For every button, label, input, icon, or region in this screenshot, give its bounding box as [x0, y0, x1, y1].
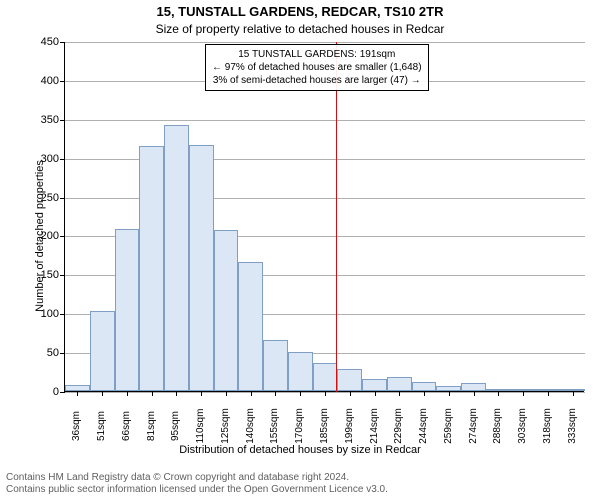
x-tick-label: 318sqm	[543, 401, 553, 451]
grid-line	[65, 120, 585, 121]
x-tick-mark	[152, 391, 153, 396]
histogram-bar	[189, 145, 214, 391]
x-tick-label: 244sqm	[419, 401, 429, 451]
info-line-3: 3% of semi-detached houses are larger (4…	[212, 74, 422, 87]
y-tick-label: 250	[25, 193, 59, 204]
y-tick-mark	[60, 314, 65, 315]
x-tick-mark	[399, 391, 400, 396]
y-tick-mark	[60, 159, 65, 160]
x-tick-mark	[449, 391, 450, 396]
grid-line	[65, 42, 585, 43]
histogram-bar	[214, 230, 239, 391]
x-tick-mark	[375, 391, 376, 396]
y-tick-label: 0	[25, 387, 59, 398]
chart-subtitle: Size of property relative to detached ho…	[0, 22, 600, 36]
property-marker-line	[336, 42, 337, 392]
y-tick-label: 400	[25, 76, 59, 87]
x-tick-mark	[201, 391, 202, 396]
x-tick-mark	[548, 391, 549, 396]
info-line-2: ← 97% of detached houses are smaller (1,…	[212, 61, 422, 74]
x-tick-label: 51sqm	[97, 401, 107, 451]
x-tick-label: 125sqm	[221, 401, 231, 451]
histogram-bar	[238, 262, 263, 391]
y-tick-mark	[60, 236, 65, 237]
footer-line-1: Contains HM Land Registry data © Crown c…	[6, 472, 388, 484]
y-tick-label: 150	[25, 270, 59, 281]
histogram-bar	[115, 229, 140, 391]
y-tick-mark	[60, 392, 65, 393]
histogram-bar	[164, 125, 189, 391]
histogram-bar	[412, 382, 437, 391]
y-tick-mark	[60, 81, 65, 82]
x-tick-label: 140sqm	[246, 401, 256, 451]
x-tick-label: 66sqm	[122, 401, 132, 451]
x-tick-mark	[127, 391, 128, 396]
x-tick-label: 170sqm	[295, 401, 305, 451]
histogram-bar	[90, 311, 115, 391]
footer-attribution: Contains HM Land Registry data © Crown c…	[6, 472, 388, 496]
x-tick-mark	[350, 391, 351, 396]
x-tick-label: 303sqm	[518, 401, 528, 451]
x-tick-label: 229sqm	[394, 401, 404, 451]
y-tick-label: 100	[25, 309, 59, 320]
x-tick-mark	[251, 391, 252, 396]
x-tick-mark	[102, 391, 103, 396]
y-tick-label: 200	[25, 231, 59, 242]
x-tick-mark	[275, 391, 276, 396]
histogram-bar	[387, 377, 412, 391]
y-tick-label: 300	[25, 154, 59, 165]
x-tick-mark	[424, 391, 425, 396]
x-tick-mark	[300, 391, 301, 396]
histogram-bar	[139, 146, 164, 391]
x-tick-label: 36sqm	[72, 401, 82, 451]
x-tick-label: 259sqm	[444, 401, 454, 451]
x-tick-label: 214sqm	[370, 401, 380, 451]
x-tick-label: 199sqm	[345, 401, 355, 451]
histogram-bar	[362, 379, 387, 391]
x-tick-label: 110sqm	[196, 401, 206, 451]
histogram-bar	[288, 352, 313, 391]
y-tick-mark	[60, 275, 65, 276]
plot-inner: 05010015020025030035040045036sqm51sqm66s…	[64, 42, 584, 392]
x-tick-mark	[226, 391, 227, 396]
y-tick-label: 350	[25, 115, 59, 126]
histogram-bar	[313, 363, 338, 391]
y-tick-label: 450	[25, 37, 59, 48]
x-tick-label: 81sqm	[147, 401, 157, 451]
x-tick-label: 155sqm	[270, 401, 280, 451]
x-tick-mark	[77, 391, 78, 396]
x-tick-mark	[498, 391, 499, 396]
x-tick-label: 333sqm	[568, 401, 578, 451]
x-tick-mark	[176, 391, 177, 396]
x-tick-mark	[474, 391, 475, 396]
info-box: 15 TUNSTALL GARDENS: 191sqm← 97% of deta…	[205, 44, 429, 91]
histogram-bar	[263, 340, 288, 391]
y-tick-mark	[60, 353, 65, 354]
histogram-bar	[337, 369, 362, 391]
x-tick-mark	[325, 391, 326, 396]
info-line-1: 15 TUNSTALL GARDENS: 191sqm	[212, 48, 422, 61]
chart-plot-area: 05010015020025030035040045036sqm51sqm66s…	[64, 42, 584, 392]
x-tick-mark	[573, 391, 574, 396]
y-tick-mark	[60, 42, 65, 43]
y-tick-mark	[60, 120, 65, 121]
footer-line-2: Contains public sector information licen…	[6, 484, 388, 496]
x-tick-label: 274sqm	[469, 401, 479, 451]
chart-title: 15, TUNSTALL GARDENS, REDCAR, TS10 2TR	[0, 4, 600, 19]
x-tick-mark	[523, 391, 524, 396]
y-tick-label: 50	[25, 348, 59, 359]
y-tick-mark	[60, 198, 65, 199]
x-tick-label: 288sqm	[493, 401, 503, 451]
x-tick-label: 95sqm	[171, 401, 181, 451]
x-tick-label: 185sqm	[320, 401, 330, 451]
histogram-bar	[461, 383, 486, 391]
